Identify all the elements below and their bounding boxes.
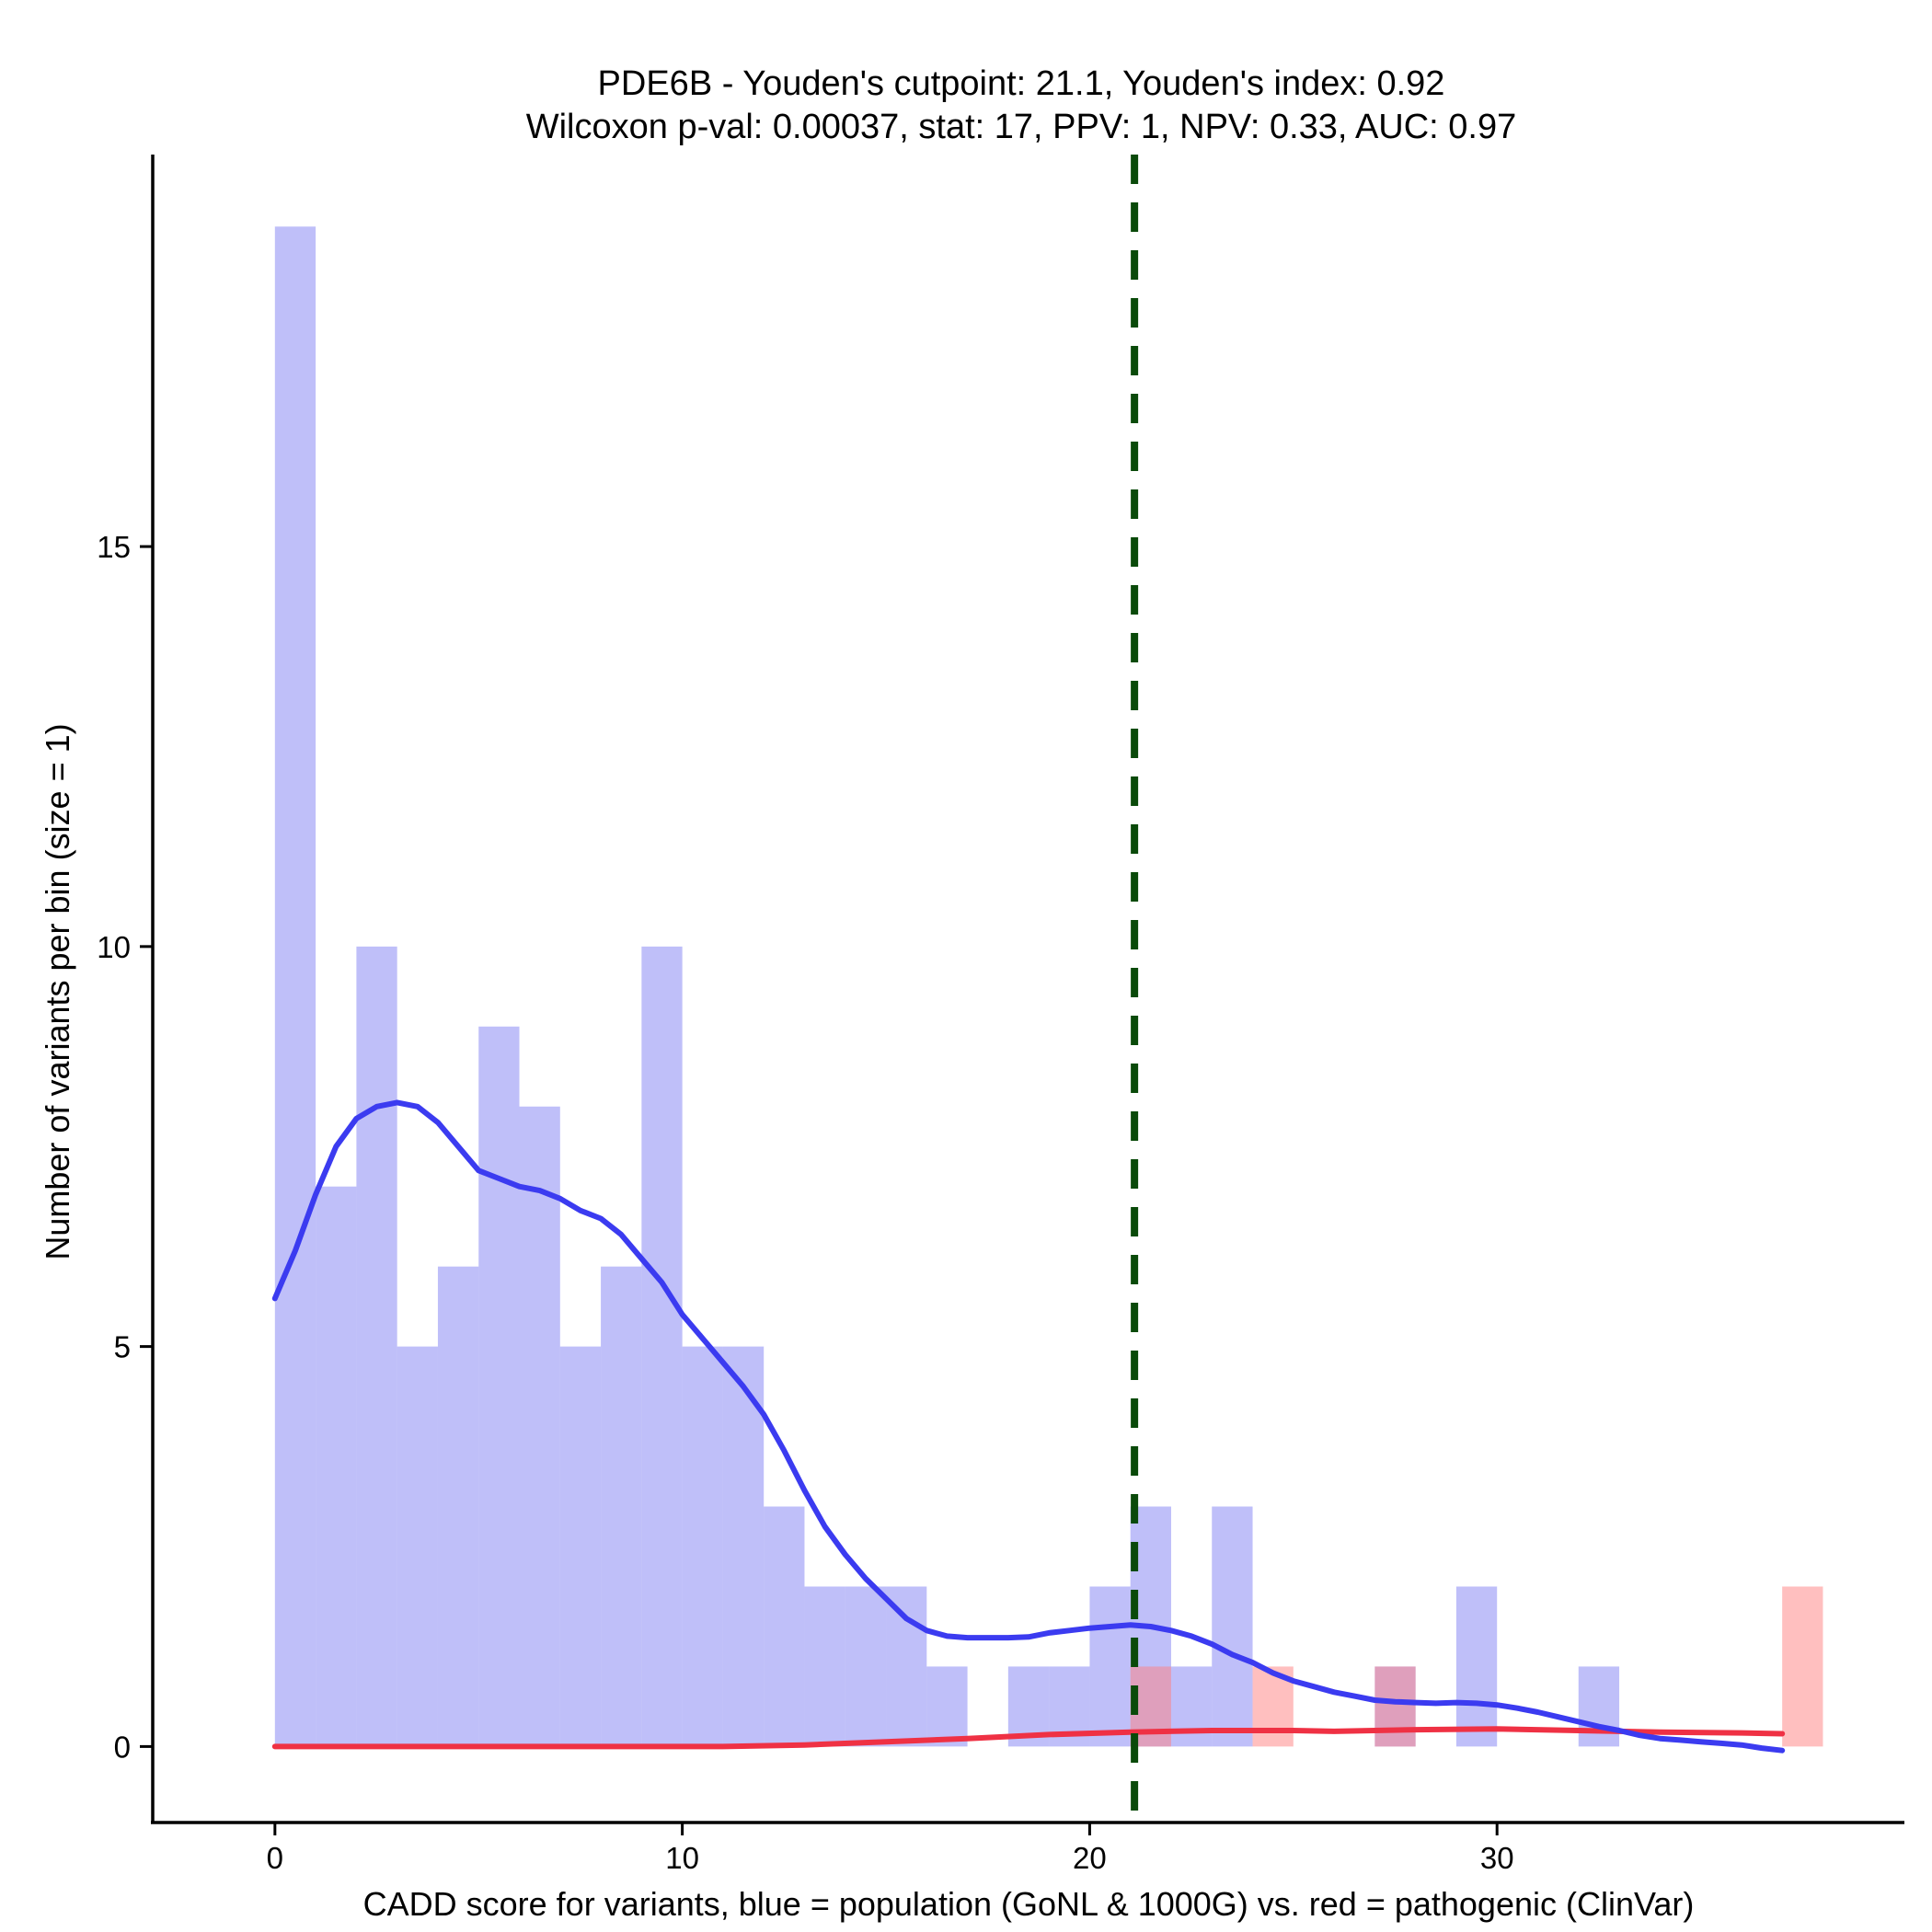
x-tick-label: 30 [1480, 1841, 1514, 1875]
y-tick-label: 0 [114, 1730, 131, 1764]
x-tick-label: 0 [267, 1841, 283, 1875]
population-bar [356, 946, 397, 1747]
population-bar [926, 1666, 968, 1747]
pathogenic-bar [1782, 1586, 1823, 1747]
chart-title-line-2: Wilcoxon p-val: 0.00037, stat: 17, PPV: … [526, 108, 1517, 146]
population-bar [519, 1106, 560, 1747]
population-bar [1578, 1666, 1620, 1747]
pathogenic-bar [1374, 1666, 1416, 1747]
population-bar [641, 946, 683, 1747]
density-lines [271, 1099, 1786, 1754]
population-bar [1089, 1586, 1131, 1747]
population-bar [722, 1346, 765, 1747]
population-bar [1212, 1506, 1253, 1747]
x-tick-label: 10 [665, 1841, 699, 1875]
population-bars [274, 226, 1620, 1747]
chart-title-line-1: PDE6B - Youden's cutpoint: 21.1, Youden'… [598, 64, 1445, 103]
pathogenic-bars [1130, 1586, 1823, 1747]
population-bar [397, 1346, 438, 1747]
pathogenic-density-line [271, 1726, 1786, 1750]
population-bar [559, 1346, 602, 1747]
population-bar [845, 1586, 887, 1747]
population-bar [601, 1266, 642, 1747]
population-bar [804, 1586, 845, 1747]
population-bar [682, 1346, 723, 1747]
population-bar [1455, 1586, 1498, 1747]
y-axis-ticks: 0 5 10 15 [97, 530, 153, 1764]
population-bar [764, 1506, 805, 1747]
population-bar [316, 1186, 357, 1747]
x-axis-ticks: 0 10 20 30 [267, 1823, 1514, 1875]
population-bar [478, 1026, 520, 1747]
y-tick-label: 10 [97, 930, 131, 964]
y-axis-title: Number of variants per bin (size = 1) [39, 723, 76, 1259]
x-tick-label: 20 [1073, 1841, 1107, 1875]
population-bar [274, 226, 316, 1747]
x-axis-title: CADD score for variants, blue = populati… [363, 1885, 1695, 1923]
y-tick-label: 5 [114, 1330, 131, 1364]
population-bar [1170, 1666, 1213, 1747]
population-density-line [271, 1099, 1786, 1754]
population-bar [437, 1266, 479, 1747]
population-bar [886, 1586, 927, 1747]
y-tick-label: 15 [97, 530, 131, 564]
